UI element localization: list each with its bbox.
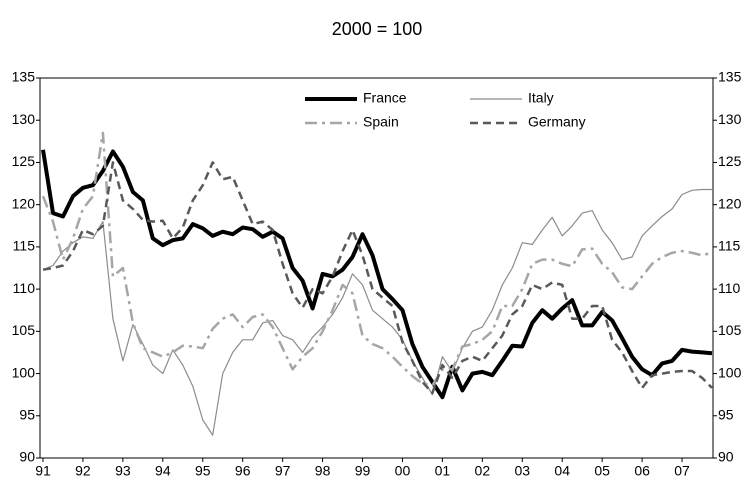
x-tick-label: 03	[514, 463, 530, 479]
legend-label: France	[363, 90, 407, 106]
y2-tick-label: 105	[718, 322, 742, 338]
y2-tick-label: 110	[718, 280, 741, 296]
x-tick-label: 01	[435, 463, 451, 479]
y2-tick-label: 90	[718, 449, 734, 465]
chart-title: 2000 = 100	[332, 19, 423, 39]
y-tick-label: 135	[12, 69, 36, 85]
y2-tick-label: 95	[718, 406, 734, 422]
x-tick-label: 94	[155, 463, 171, 479]
y-tick-label: 110	[13, 280, 36, 296]
x-tick-label: 98	[315, 463, 331, 479]
x-tick-label: 99	[355, 463, 371, 479]
x-tick-label: 06	[634, 463, 650, 479]
y-tick-label: 90	[19, 449, 35, 465]
x-tick-label: 95	[195, 463, 211, 479]
x-tick-label: 04	[554, 463, 570, 479]
series-line	[41, 149, 713, 400]
x-tick-label: 96	[235, 463, 251, 479]
y-tick-label: 130	[12, 111, 36, 127]
legend-label: Spain	[363, 114, 399, 130]
y2-tick-label: 120	[718, 195, 742, 211]
series-line	[41, 131, 713, 387]
x-tick-label: 00	[395, 463, 411, 479]
x-tick-label: 93	[115, 463, 131, 479]
x-tick-label: 92	[75, 463, 91, 479]
x-tick-label: 02	[475, 463, 491, 479]
x-tick-label: 97	[275, 463, 291, 479]
legend-label: Germany	[528, 114, 586, 130]
y2-tick-label: 115	[718, 238, 741, 254]
legend-label: Italy	[528, 90, 554, 106]
y2-tick-label: 100	[718, 364, 742, 380]
y2-tick-label: 135	[718, 69, 742, 85]
x-tick-label: 07	[674, 463, 690, 479]
y-tick-label: 100	[12, 364, 36, 380]
x-tick-label: 05	[594, 463, 610, 479]
y-tick-label: 120	[12, 195, 36, 211]
y2-tick-label: 130	[718, 111, 742, 127]
plot-frame	[39, 77, 714, 459]
y-tick-label: 125	[12, 153, 36, 169]
y-tick-label: 115	[13, 238, 36, 254]
series-line	[42, 188, 712, 436]
y-tick-label: 95	[19, 406, 35, 422]
series-line	[42, 161, 713, 395]
y2-tick-label: 125	[718, 153, 742, 169]
y-tick-label: 105	[12, 322, 36, 338]
x-tick-label: 91	[35, 463, 51, 479]
